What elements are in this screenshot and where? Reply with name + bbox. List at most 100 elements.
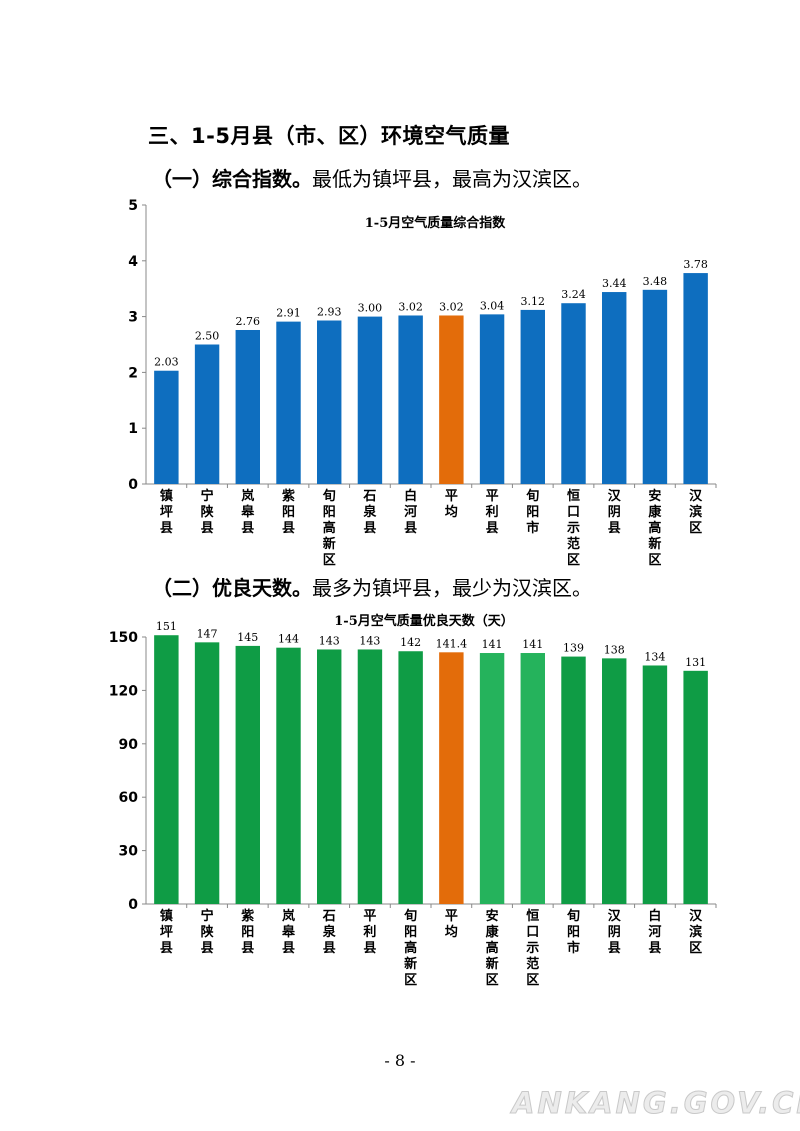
data-label: 2.93	[317, 306, 342, 319]
paragraph-composite-index: （一）综合指数。最低为镇坪县，最高为汉滨区。	[152, 163, 592, 192]
bar	[642, 665, 668, 904]
x-tick-label: 汉阴县	[608, 488, 622, 536]
paragraph-good-days: （二）优良天数。最多为镇坪县，最少为汉滨区。	[152, 572, 592, 601]
data-label: 138	[604, 643, 625, 656]
x-tick-label: 岚皋县	[282, 908, 296, 956]
bar	[520, 653, 545, 904]
data-label: 139	[563, 642, 584, 655]
data-label: 141.4	[436, 637, 468, 650]
bar	[276, 647, 301, 904]
data-label: 144	[278, 633, 299, 646]
data-label: 3.48	[643, 275, 668, 288]
y-tick-label: 0	[128, 897, 138, 913]
paragraph-lead: （二）优良天数。	[152, 576, 312, 600]
y-tick-label: 4	[128, 254, 138, 270]
data-label: 3.00	[358, 302, 383, 315]
composite-index-chart: 1-5月空气质量综合指数 0 1 2 3 4 5 2.03 镇坪县 2.50 宁陕县 2.76 岚皋县 2…	[128, 198, 717, 568]
x-tick-label: 白河县	[404, 488, 417, 536]
paragraph-text: 最低为镇坪县，最高为汉滨区。	[312, 167, 592, 191]
data-label: 3.04	[480, 299, 505, 312]
bar	[276, 321, 301, 484]
y-tick-label: 30	[119, 844, 139, 860]
bar	[194, 642, 220, 904]
x-tick-label: 旬阳市	[525, 488, 539, 536]
x-tick-label: 旬阳市	[566, 908, 580, 956]
data-label: 3.12	[521, 295, 546, 308]
data-label: 141	[482, 638, 503, 651]
bar	[398, 651, 423, 904]
x-tick-label: 安康高新区	[486, 908, 500, 988]
y-tick-label: 90	[119, 737, 139, 753]
data-label: 2.76	[236, 315, 261, 328]
bar	[561, 303, 586, 484]
data-label: 3.02	[439, 300, 464, 313]
data-label: 145	[237, 631, 258, 644]
bar	[439, 652, 464, 904]
x-tick-label: 旬阳高新区	[403, 908, 417, 988]
x-tick-label: 岚皋县	[241, 488, 255, 536]
x-tick-label: 恒口示范区	[526, 908, 539, 988]
paragraph-text: 最多为镇坪县，最少为汉滨区。	[312, 576, 592, 600]
data-label: 2.03	[154, 356, 179, 369]
bar	[235, 329, 260, 484]
x-tick-label: 平利县	[486, 489, 499, 536]
bar	[602, 292, 627, 484]
bar	[357, 316, 383, 484]
x-tick-label: 石泉县	[362, 489, 377, 536]
x-tick-label: 恒口示范区	[567, 488, 580, 568]
data-label: 151	[156, 620, 177, 633]
good-days-chart: 1-5月空气质量优良天数（天） 0 30 60 90 120 150 151 镇坪县 147 宁陕县…	[109, 613, 717, 988]
y-tick-label: 3	[128, 310, 138, 326]
y-tick-label: 150	[109, 630, 138, 646]
data-label: 2.91	[276, 307, 301, 320]
y-tick-label: 1	[128, 421, 138, 437]
x-tick-label: 镇坪县	[160, 488, 173, 536]
data-label: 134	[644, 650, 665, 663]
x-tick-label: 紫阳县	[282, 488, 295, 536]
x-tick-label: 石泉县	[322, 909, 337, 956]
data-label: 3.78	[683, 258, 708, 271]
y-tick-label: 5	[128, 198, 138, 214]
x-tick-label: 汉阴县	[608, 908, 622, 956]
x-tick-label: 安康高新区	[648, 488, 662, 568]
data-label: 147	[197, 627, 218, 640]
bar	[520, 309, 545, 484]
page-number: - 8 -	[384, 1051, 416, 1070]
data-label: 3.24	[561, 288, 586, 301]
x-tick-label: 紫阳县	[241, 908, 254, 956]
bar	[154, 635, 179, 904]
data-label: 141	[522, 638, 543, 651]
bar	[357, 649, 383, 904]
data-label: 3.02	[398, 300, 423, 313]
data-label: 143	[319, 634, 340, 647]
y-tick-label: 60	[119, 790, 139, 806]
bar	[194, 344, 220, 484]
bar	[398, 315, 423, 484]
y-tick-label: 2	[128, 365, 138, 381]
bar	[561, 656, 586, 904]
paragraph-lead: （一）综合指数。	[152, 167, 312, 191]
bar	[683, 670, 708, 904]
data-label: 131	[685, 656, 706, 669]
x-tick-label: 宁陕县	[201, 908, 215, 956]
x-tick-label: 宁陕县	[201, 488, 215, 536]
bar	[235, 645, 260, 904]
bar	[683, 273, 708, 484]
section-heading: 三、1-5月县（市、区）环境空气质量	[148, 124, 510, 148]
bar	[642, 289, 668, 484]
bar	[479, 314, 505, 484]
bar	[317, 320, 342, 484]
x-tick-label: 平利县	[363, 909, 376, 956]
bar	[154, 370, 179, 484]
x-tick-label: 汉滨区	[689, 488, 703, 536]
bar	[479, 653, 505, 904]
x-tick-label: 镇坪县	[160, 908, 173, 956]
x-tick-label: 白河县	[648, 908, 661, 956]
y-tick-label: 120	[109, 683, 138, 699]
bar	[317, 649, 342, 904]
data-label: 142	[400, 636, 421, 649]
x-tick-label: 平均	[445, 489, 458, 520]
data-label: 143	[359, 634, 380, 647]
x-tick-label: 汉滨区	[689, 908, 703, 956]
watermark: ANKANG.GOV.CN	[512, 1086, 800, 1121]
